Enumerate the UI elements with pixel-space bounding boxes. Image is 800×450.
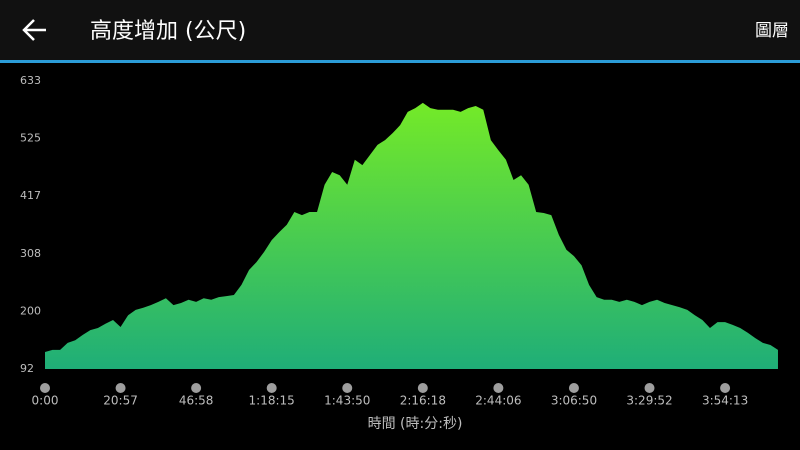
x-tick-dot: [191, 383, 202, 393]
x-tick-dot: [568, 383, 579, 393]
x-tick-label: 1:43:50: [324, 394, 370, 408]
y-tick-label: 633: [20, 74, 41, 87]
app-bar: [0, 0, 800, 60]
page-title: 高度增加 (公尺): [90, 19, 246, 44]
x-tick-dot: [115, 383, 126, 393]
layers-button[interactable]: 圖層: [755, 21, 789, 41]
x-tick-dot: [40, 383, 50, 393]
x-tick-dot: [266, 383, 277, 393]
x-tick-dot: [720, 383, 731, 393]
x-tick-label: 2:44:06: [475, 394, 521, 408]
app-bar-divider: [0, 60, 800, 63]
elevation-area: [45, 102, 778, 370]
x-tick-dot: [493, 383, 504, 393]
y-tick-label: 308: [20, 247, 41, 260]
y-tick-label: 525: [20, 131, 41, 144]
x-tick-dot: [644, 383, 655, 393]
y-tick-label: 417: [20, 189, 41, 202]
x-tick-label: 1:18:15: [249, 394, 295, 408]
x-tick-label: 3:29:52: [626, 394, 672, 408]
back-button[interactable]: [22, 19, 46, 41]
x-tick-dot: [417, 383, 428, 393]
x-tick-label: 0:00: [32, 394, 59, 408]
x-tick-dot: [342, 383, 353, 393]
x-axis-label: 時間 (時:分:秒): [368, 416, 463, 432]
x-tick-label: 20:57: [103, 394, 138, 408]
x-tick-label: 2:16:18: [400, 394, 446, 408]
y-tick-label: 200: [20, 305, 41, 318]
x-tick-label: 3:06:50: [551, 394, 597, 408]
x-tick-label: 46:58: [179, 394, 214, 408]
y-tick-label: 92: [20, 362, 34, 375]
x-tick-label: 3:54:13: [702, 394, 748, 408]
